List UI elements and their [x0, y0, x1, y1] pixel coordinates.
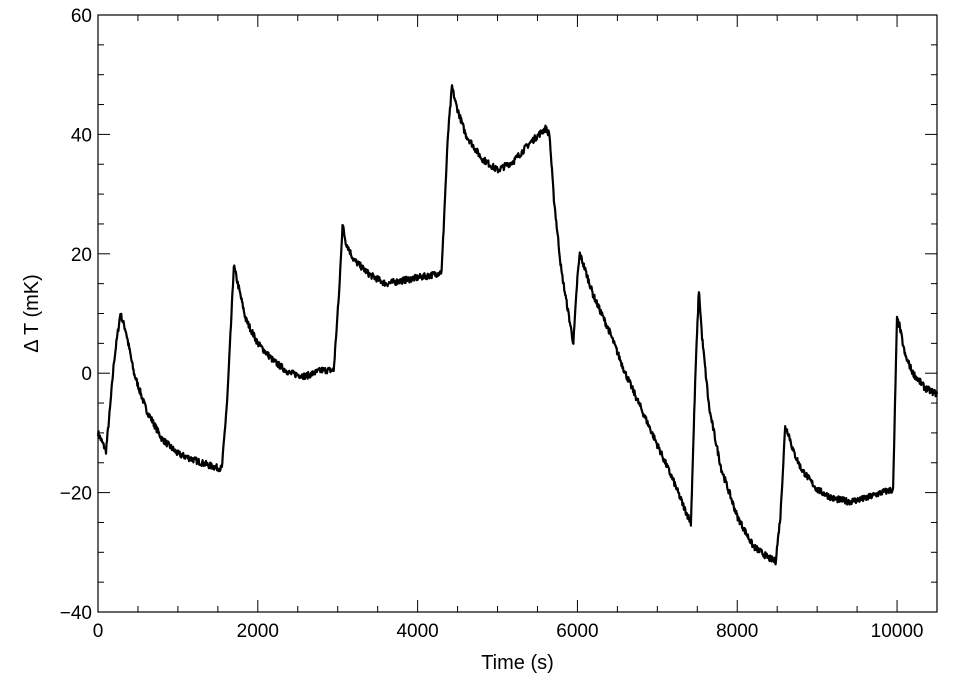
x-tick-label: 8000 — [716, 621, 758, 642]
axis-ticks — [97, 14, 938, 613]
y-tick-label: 0 — [81, 364, 92, 385]
y-tick-label: 60 — [71, 6, 92, 27]
y-axis-label: Δ T (mK) — [21, 274, 43, 353]
series-line — [96, 84, 939, 566]
plot-frame — [97, 14, 938, 613]
y-tick-label: −40 — [60, 603, 92, 624]
x-axis-label: Time (s) — [481, 652, 554, 674]
y-tick-label: −20 — [60, 484, 92, 505]
x-tick-label: 0 — [93, 621, 104, 642]
x-tick-label: 2000 — [237, 621, 279, 642]
tick-labels: 0 2000 4000 6000 8000 10000 −40 −20 0 20 40 60 — [60, 6, 924, 642]
x-tick-label: 10000 — [871, 621, 924, 642]
y-tick-label: 20 — [71, 245, 92, 266]
x-tick-label: 4000 — [396, 621, 438, 642]
y-tick-label: 40 — [71, 125, 92, 146]
x-tick-label: 6000 — [556, 621, 598, 642]
